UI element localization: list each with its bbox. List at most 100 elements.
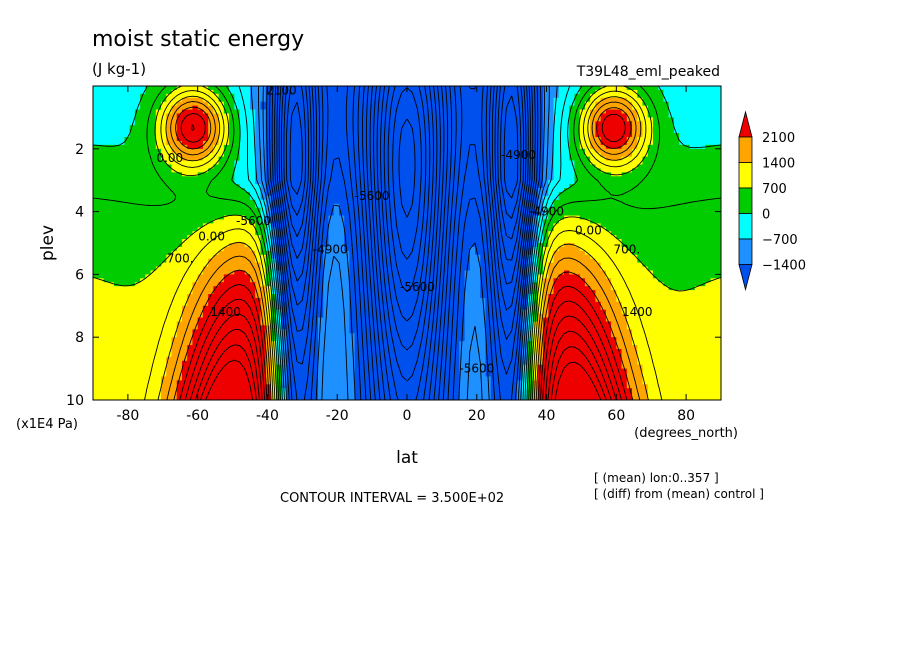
field-cell: [632, 199, 638, 205]
field-cell: [386, 164, 392, 170]
field-cell: [202, 184, 209, 189]
field-cell: [407, 164, 413, 170]
field-cell: [349, 235, 356, 240]
field-cell: [448, 215, 455, 221]
field-cell: [668, 172, 675, 177]
field-cell: [150, 188, 157, 193]
field-cell: [543, 235, 549, 240]
field-cell: [255, 215, 262, 221]
field-cell: [197, 195, 204, 201]
field-cell: [574, 203, 581, 209]
field-cell: [558, 168, 565, 173]
field-cell: [108, 164, 115, 170]
field-cell: [391, 152, 398, 158]
field-cell: [370, 101, 377, 107]
field-cell: [375, 152, 382, 158]
field-cell: [495, 89, 502, 95]
field-cell: [407, 168, 413, 173]
field-cell: [553, 101, 560, 107]
field-cell: [464, 176, 471, 181]
field-cell: [574, 144, 581, 150]
field-cell: [422, 203, 429, 209]
field-cell: [459, 109, 466, 115]
field-cell: [443, 199, 450, 205]
field-cell: [495, 121, 502, 126]
field-cell: [375, 156, 382, 162]
field-cell: [511, 180, 518, 185]
field-cell: [234, 191, 241, 197]
field-cell: [171, 246, 178, 252]
field-cell: [485, 180, 492, 185]
field-cell: [129, 207, 136, 213]
field-cell: [297, 164, 303, 170]
field-cell: [113, 184, 120, 189]
field-cell: [647, 97, 654, 103]
field-cell: [197, 97, 204, 103]
field-cell: [218, 148, 225, 154]
field-cell: [480, 133, 487, 138]
field-cell: [286, 235, 293, 240]
field-cell: [202, 231, 209, 236]
field-cell: [328, 140, 335, 146]
field-cell: [501, 176, 508, 181]
field-cell: [438, 168, 445, 173]
field-cell: [427, 137, 434, 142]
field-cell: [543, 211, 549, 217]
field-cell: [652, 101, 659, 107]
field-cell: [522, 125, 528, 130]
field-cell: [548, 152, 555, 158]
field-cell: [616, 156, 623, 162]
field-cell: [448, 148, 455, 154]
field-cell: [124, 188, 131, 193]
field-cell: [197, 133, 204, 138]
field-cell: [119, 172, 125, 177]
field-cell: [459, 184, 466, 189]
field-cell: [297, 243, 303, 248]
field-cell: [673, 129, 680, 134]
field-cell: [480, 207, 487, 213]
field-cell: [684, 168, 691, 173]
field-cell: [652, 113, 659, 118]
field-cell: [297, 93, 303, 99]
field-cell: [495, 140, 502, 146]
field-cell: [532, 168, 539, 173]
field-cell: [600, 168, 607, 173]
field-cell: [637, 219, 644, 224]
field-cell: [349, 109, 356, 115]
field-cell: [208, 231, 214, 236]
field-cell: [710, 239, 717, 244]
field-cell: [658, 148, 665, 154]
field-cell: [616, 121, 623, 126]
field-cell: [611, 227, 617, 232]
field-cell: [187, 199, 194, 205]
field-cell: [234, 239, 241, 244]
field-cell: [632, 156, 638, 162]
field-cell: [569, 86, 576, 91]
field-cell: [433, 125, 439, 130]
field-cell: [171, 89, 178, 95]
field-cell: [611, 93, 617, 99]
field-cell: [171, 211, 178, 217]
field-cell: [679, 184, 685, 189]
field-cell: [208, 227, 214, 232]
field-cell: [359, 199, 366, 205]
field-cell: [208, 211, 214, 217]
field-cell: [506, 207, 513, 213]
field-cell: [705, 227, 712, 232]
field-cell: [297, 160, 303, 166]
field-cell: [401, 243, 408, 248]
field-cell: [391, 93, 398, 99]
field-cell: [579, 227, 586, 232]
field-cell: [218, 191, 225, 197]
field-cell: [124, 207, 131, 213]
field-cell: [365, 203, 371, 209]
field-cell: [516, 231, 523, 236]
field-cell: [605, 137, 612, 142]
field-cell: [501, 121, 508, 126]
field-cell: [202, 133, 209, 138]
field-cell: [276, 105, 282, 111]
field-cell: [715, 184, 721, 189]
field-cell: [386, 203, 392, 209]
field-cell: [459, 235, 466, 240]
field-cell: [611, 184, 617, 189]
